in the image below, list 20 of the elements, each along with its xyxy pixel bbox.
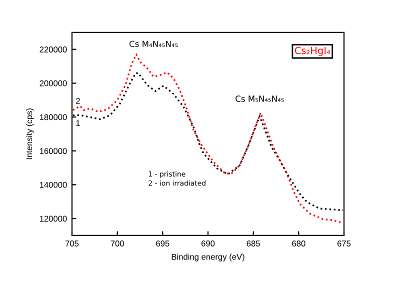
y-tick-label: 180000 <box>40 114 67 120</box>
series-label: 1 <box>76 120 80 126</box>
y-tick-label: 160000 <box>40 148 67 154</box>
x-tick-label: 695 <box>156 240 170 246</box>
x-tick-label: 675 <box>337 240 351 246</box>
y-tick-label: 200000 <box>40 80 67 86</box>
x-tick-label: 680 <box>292 240 306 246</box>
x-tick-label: 690 <box>201 240 215 246</box>
x-tick-label: 685 <box>246 240 260 246</box>
y-axis-title: Intensity (cps) <box>26 108 34 160</box>
annotation: Cs M₄N₄₅N₄₅ <box>129 40 178 48</box>
y-tick-label: 140000 <box>40 182 67 188</box>
y-tick-label: 220000 <box>40 46 67 52</box>
text: Cs₂HgI₄ <box>294 46 330 56</box>
x-tick-label: 705 <box>65 240 79 246</box>
series-label: 2 <box>76 98 80 104</box>
y-tick-label: 120000 <box>40 216 67 222</box>
x-tick-label: 700 <box>110 240 124 246</box>
x-axis-title: Binding energy (eV) <box>172 254 244 262</box>
annotation: Cs M₅N₄₅N₄₅ <box>236 96 284 102</box>
